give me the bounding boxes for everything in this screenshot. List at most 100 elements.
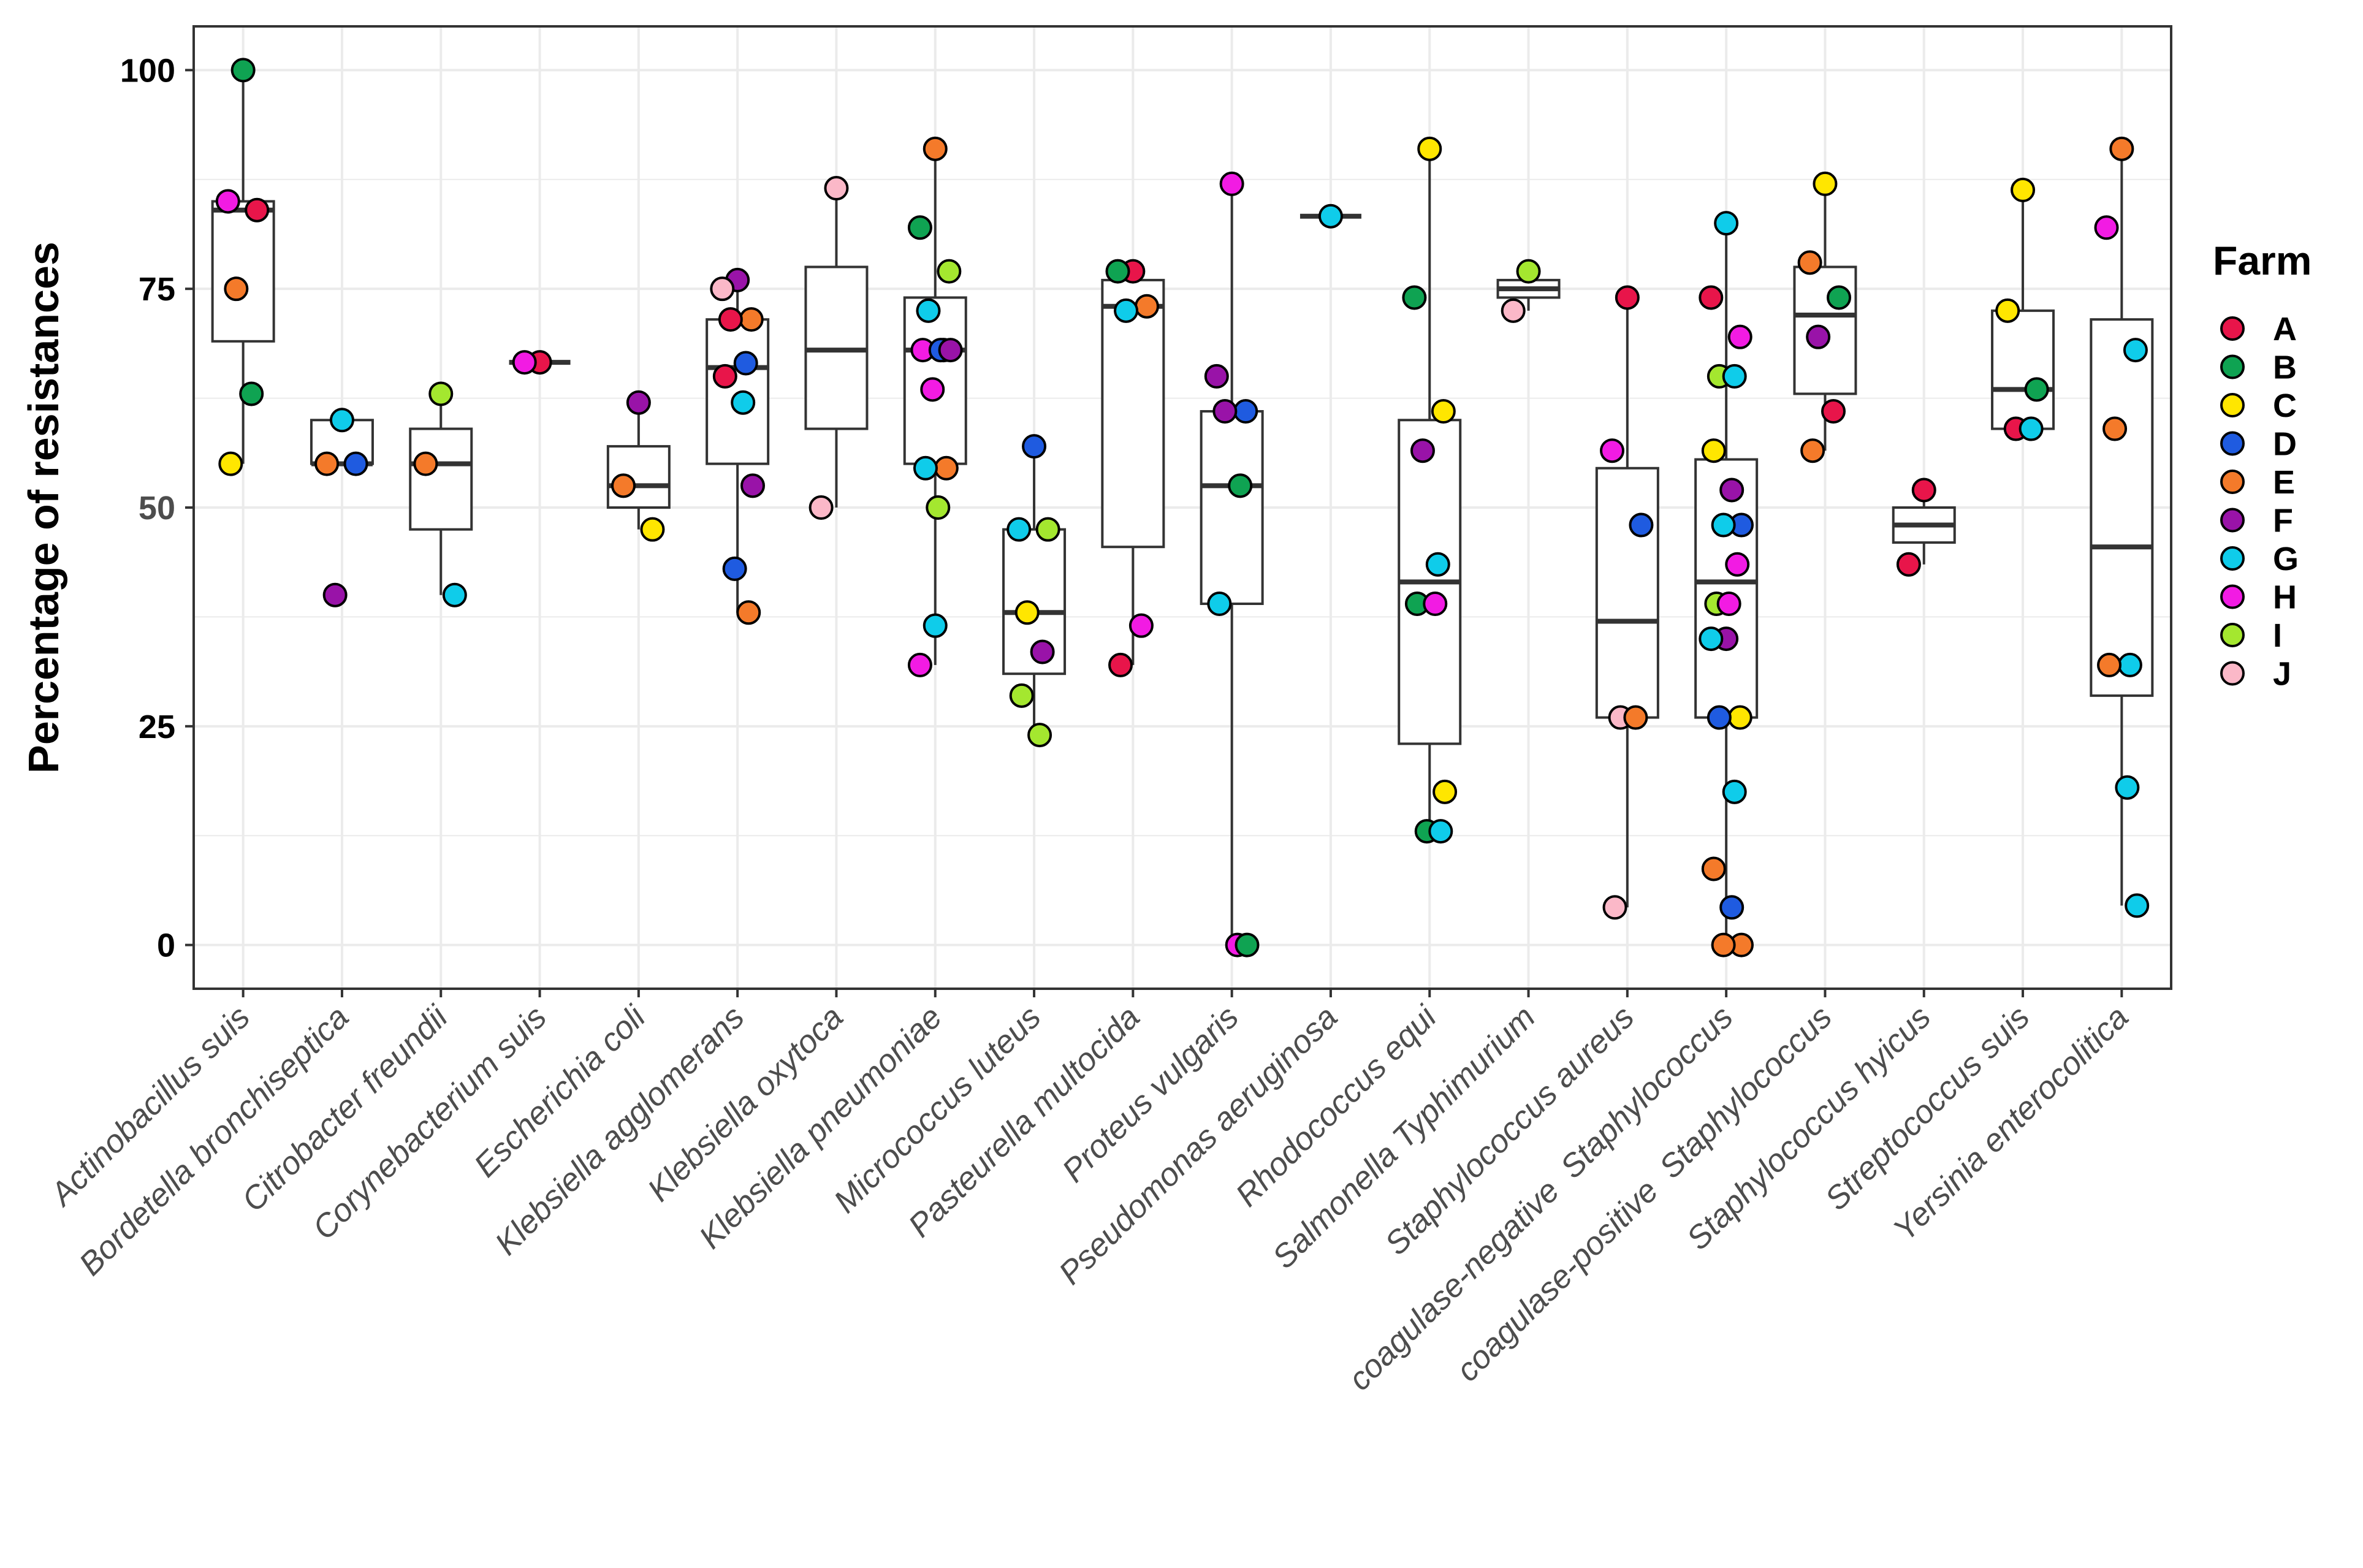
- point-layer: [215, 58, 2150, 957]
- point-farm-e: [2097, 652, 2122, 677]
- legend-key-j: [2220, 661, 2245, 686]
- box-iqr: [1595, 466, 1659, 719]
- box-yersinia-enterocolitica: [2090, 148, 2154, 906]
- y-tick-label: 0: [157, 927, 175, 964]
- point-farm-g: [1207, 592, 1232, 616]
- box-iqr: [1991, 309, 2055, 430]
- box-iqr: [1200, 410, 1264, 605]
- point-farm-d: [1629, 512, 1654, 538]
- box-iqr: [1101, 278, 1165, 549]
- box-iqr: [1694, 458, 1759, 719]
- box-staphylococcus-hyicus: [1892, 490, 1956, 565]
- point-farm-g: [1428, 819, 1453, 844]
- point-farm-d: [733, 351, 758, 376]
- legend-key-e: [2220, 470, 2245, 494]
- point-farm-f: [322, 582, 348, 607]
- legend-title: Farm: [2213, 238, 2312, 283]
- point-farm-f: [1212, 399, 1238, 424]
- point-farm-i: [1035, 517, 1060, 542]
- point-farm-e: [934, 455, 959, 481]
- point-farm-a: [1911, 478, 1936, 503]
- point-farm-g: [442, 582, 467, 607]
- point-farm-c: [640, 517, 665, 542]
- point-farm-d: [1022, 434, 1047, 459]
- point-farm-j: [824, 176, 849, 201]
- point-farm-b: [1402, 285, 1427, 310]
- point-farm-e: [739, 307, 764, 332]
- point-farm-g: [1714, 211, 1739, 236]
- point-farm-a: [1615, 285, 1640, 310]
- y-axis-label: Percentage of resistances: [20, 242, 67, 774]
- point-farm-f: [1806, 324, 1831, 349]
- point-farm-i: [1009, 683, 1034, 708]
- point-farm-b: [1827, 285, 1852, 310]
- point-farm-e: [1623, 705, 1648, 730]
- point-farm-h: [1600, 438, 1625, 463]
- point-farm-f: [938, 338, 963, 363]
- point-farm-i: [937, 259, 962, 284]
- legend-key-f: [2220, 508, 2245, 533]
- point-farm-h: [1727, 324, 1752, 349]
- point-farm-b: [239, 381, 264, 406]
- point-farm-c: [1014, 600, 1040, 625]
- point-farm-e: [1800, 438, 1825, 463]
- point-farm-a: [1108, 652, 1133, 677]
- point-farm-b: [1235, 932, 1260, 957]
- point-farm-a: [1699, 285, 1724, 310]
- y-tick-label: 50: [139, 490, 175, 527]
- legend-label-b: B: [2273, 349, 2297, 386]
- point-farm-g: [731, 390, 756, 415]
- point-farm-a: [712, 363, 737, 389]
- point-farm-c: [1727, 705, 1752, 730]
- point-farm-e: [2109, 136, 2134, 161]
- point-farm-j: [809, 495, 834, 520]
- point-farm-j: [1501, 298, 1526, 323]
- point-farm-j: [710, 276, 735, 302]
- point-farm-g: [2115, 775, 2140, 800]
- box-iqr: [2090, 318, 2154, 697]
- point-farm-b: [2024, 377, 2049, 402]
- point-farm-e: [611, 473, 636, 498]
- point-farm-g: [913, 455, 938, 481]
- point-farm-g: [2019, 416, 2044, 441]
- point-farm-e: [1711, 932, 1736, 957]
- point-farm-j: [1602, 895, 1627, 920]
- box-rhodococcus-equi: [1398, 148, 1462, 832]
- point-farm-d: [343, 451, 368, 476]
- box-iqr: [409, 427, 473, 531]
- point-farm-a: [1896, 552, 1921, 577]
- point-farm-i: [926, 495, 951, 520]
- point-farm-a: [718, 307, 743, 332]
- legend-key-c: [2220, 393, 2245, 417]
- point-farm-e: [736, 600, 761, 625]
- point-farm-g: [916, 298, 941, 323]
- point-farm-e: [2102, 416, 2128, 441]
- box-iqr: [211, 200, 275, 343]
- y-tick-label: 75: [139, 271, 175, 308]
- legend-label-a: A: [2273, 311, 2297, 348]
- point-farm-f: [1410, 438, 1435, 463]
- point-farm-e: [1134, 294, 1159, 319]
- point-farm-h: [512, 350, 537, 375]
- legend-label-f: F: [2273, 503, 2293, 539]
- point-farm-d: [1233, 399, 1258, 424]
- point-farm-g: [1722, 363, 1747, 389]
- point-farm-c: [1701, 438, 1726, 463]
- point-farm-c: [1431, 399, 1456, 424]
- legend-label-i: I: [2273, 617, 2282, 654]
- legend-key-a: [2220, 316, 2245, 341]
- point-farm-g: [923, 613, 948, 638]
- legend-key-b: [2220, 354, 2245, 379]
- point-farm-f: [740, 473, 765, 498]
- box-proteus-vulgaris: [1200, 183, 1264, 945]
- point-farm-f: [1719, 478, 1745, 503]
- point-farm-h: [2094, 215, 2119, 240]
- point-farm-g: [1006, 517, 1032, 542]
- point-farm-e: [314, 451, 340, 476]
- legend-label-c: C: [2273, 387, 2297, 424]
- box-coagulase-positive-staphylococcus: [1793, 183, 1857, 451]
- legend-label-g: G: [2273, 541, 2299, 577]
- legend-key-h: [2220, 584, 2245, 609]
- point-farm-d: [1719, 895, 1745, 920]
- box-klebsiella-oxytoca: [804, 188, 869, 508]
